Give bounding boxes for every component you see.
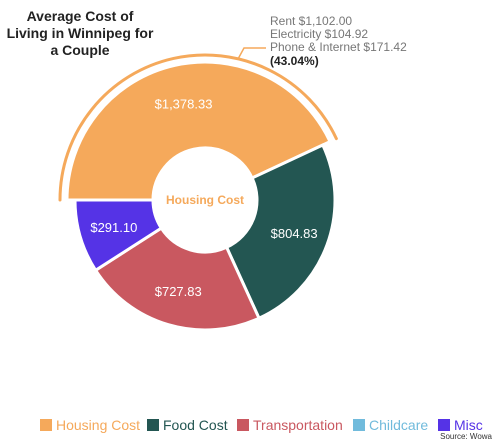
slice-food-cost	[224, 142, 337, 321]
source-note: Source: Wowa	[440, 432, 492, 441]
slice-housing-cost	[65, 60, 333, 202]
legend-swatch-misc	[438, 419, 450, 431]
legend-item-housing-cost: Housing Cost	[40, 417, 140, 433]
annotation-line-3: Phone & Internet $171.42	[270, 40, 407, 54]
legend-item-food-cost: Food Cost	[147, 417, 228, 433]
legend-item-transportation: Transportation	[237, 417, 343, 433]
legend-swatch-childcare	[353, 419, 365, 431]
legend-label-childcare: Childcare	[369, 417, 429, 433]
data-label-housing-cost: $1,378.33	[155, 96, 213, 111]
data-label-food-cost: $804.83	[271, 226, 318, 241]
annotation-percent: (43.04%)	[270, 54, 319, 68]
legend-label-transportation: Transportation	[253, 417, 343, 433]
legend-label-misc: Misc	[454, 417, 483, 433]
legend-label-housing-cost: Housing Cost	[56, 417, 141, 433]
legend-label-food-cost: Food Cost	[163, 417, 228, 433]
legend-item-childcare: Childcare	[353, 417, 428, 433]
slice-misc	[73, 198, 164, 273]
data-label-misc: $291.10	[90, 220, 137, 235]
highlight-arc	[58, 53, 338, 202]
data-label-transportation: $727.83	[155, 284, 202, 299]
annotation-line-2: Electricity $104.92	[270, 27, 368, 41]
legend-swatch-transportation	[237, 419, 249, 431]
legend-swatch-food-cost	[147, 419, 159, 431]
center-label: Housing Cost	[166, 193, 244, 207]
slice-transportation	[93, 226, 262, 332]
annotation-line-1: Rent $1,102.00	[270, 14, 352, 28]
legend-swatch-housing-cost	[40, 419, 52, 431]
annotation-leader	[237, 47, 266, 60]
chart-title: Average Cost of Living in Winnipeg for a…	[6, 8, 154, 58]
legend-item-misc: Misc	[438, 417, 483, 433]
legend: Housing Cost Food Cost Transportation Child…	[0, 417, 500, 435]
